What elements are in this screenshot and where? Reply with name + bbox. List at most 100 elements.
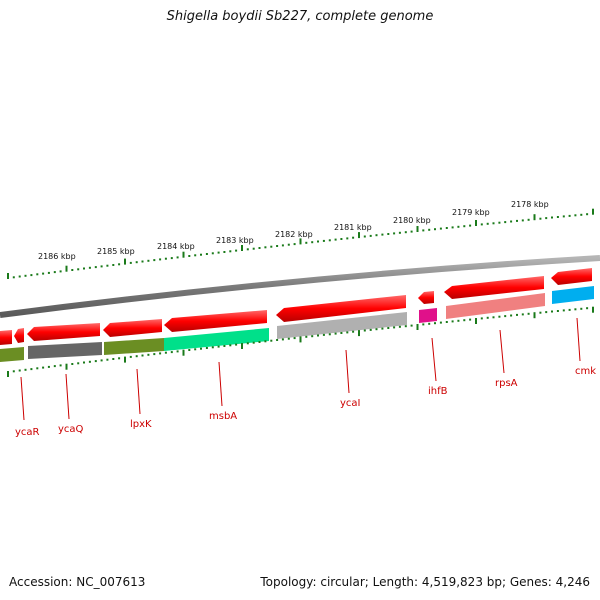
minor-tick <box>24 274 27 277</box>
gene-block-rpsA <box>446 293 545 319</box>
minor-tick <box>480 317 483 320</box>
minor-tick <box>545 311 548 314</box>
minor-tick <box>94 266 97 269</box>
gene-block-ihfB <box>419 308 437 323</box>
minor-tick <box>428 228 431 231</box>
minor-tick <box>574 308 577 311</box>
minor-tick <box>305 241 308 244</box>
minor-tick <box>322 239 325 242</box>
leader-line <box>431 337 437 382</box>
gene-block-cmk <box>552 286 594 304</box>
minor-tick <box>42 272 45 275</box>
minor-tick <box>287 337 290 340</box>
minor-tick <box>457 225 460 228</box>
minor-tick <box>445 321 448 323</box>
minor-tick <box>463 225 466 228</box>
genome-summary-text: Topology: circular; Length: 4,519,823 bp… <box>260 575 590 589</box>
minor-tick <box>59 364 62 367</box>
scale-label: 2178 kbp <box>511 200 549 209</box>
minor-tick <box>118 263 121 266</box>
minor-tick <box>36 367 39 370</box>
minor-tick <box>363 235 366 238</box>
gene-arrow <box>103 319 162 337</box>
minor-tick <box>445 227 448 229</box>
forward-strand-arrows <box>0 268 592 345</box>
minor-tick <box>153 353 156 356</box>
minor-tick <box>398 231 401 234</box>
major-tick <box>65 363 68 370</box>
minor-tick <box>83 361 85 364</box>
minor-tick <box>53 271 56 274</box>
major-tick <box>358 232 360 239</box>
minor-tick <box>176 256 179 259</box>
minor-tick <box>264 246 267 249</box>
minor-tick <box>223 345 226 347</box>
gene-block-lpxK <box>104 338 164 355</box>
minor-tick <box>118 357 121 360</box>
gene-label-msbA: msbA <box>209 411 237 422</box>
minor-tick <box>422 323 425 326</box>
minor-tick <box>404 231 407 234</box>
minor-tick <box>188 349 191 351</box>
minor-tick <box>410 230 413 233</box>
minor-tick <box>352 236 355 239</box>
major-tick <box>65 265 68 272</box>
minor-tick <box>200 253 202 256</box>
gene-arrow <box>444 276 544 299</box>
minor-tick <box>387 327 390 329</box>
accession-text: Accession: NC_007613 <box>9 575 146 589</box>
minor-tick <box>246 248 249 251</box>
minor-tick <box>521 219 524 222</box>
minor-tick <box>12 276 15 279</box>
minor-tick <box>574 214 577 217</box>
gene-label-ycaR: ycaR <box>15 427 40 438</box>
scale-label: 2186 kbp <box>38 252 76 261</box>
minor-tick <box>18 275 21 278</box>
minor-tick <box>469 318 472 321</box>
minor-tick <box>246 342 249 345</box>
minor-tick <box>375 328 378 331</box>
minor-tick <box>556 216 559 218</box>
gene-arrow <box>551 268 592 285</box>
minor-tick <box>586 213 589 216</box>
minor-tick <box>393 326 396 329</box>
minor-tick <box>36 273 39 276</box>
gene-label-cmk: cmk <box>575 366 596 377</box>
leader-line <box>576 317 581 362</box>
gene-arrow <box>14 328 24 343</box>
minor-tick <box>527 312 530 315</box>
gene-arrow <box>418 291 434 304</box>
minor-tick <box>106 264 109 267</box>
minor-tick <box>434 322 436 325</box>
gene-label-ycaQ: ycaQ <box>58 424 84 435</box>
gene-label-rpsA: rpsA <box>495 378 518 389</box>
gene-leader-lines <box>20 317 581 421</box>
minor-tick <box>469 224 472 227</box>
scale-labels: 2186 kbp 2185 kbp 2184 kbp 2183 kbp 2182… <box>38 200 549 261</box>
major-tick <box>241 245 243 251</box>
minor-tick <box>346 237 349 240</box>
minor-tick <box>568 214 571 217</box>
minor-tick <box>398 325 401 328</box>
minor-tick <box>258 341 261 343</box>
major-tick <box>241 343 243 349</box>
minor-tick <box>100 359 103 362</box>
minor-tick <box>551 310 553 313</box>
major-tick <box>533 312 536 319</box>
minor-tick <box>170 257 173 260</box>
minor-tick <box>77 268 80 271</box>
minor-tick <box>551 216 553 219</box>
scale-ruler <box>7 208 594 279</box>
leader-line <box>20 376 25 421</box>
minor-tick <box>352 330 355 333</box>
scale-label: 2180 kbp <box>393 216 431 225</box>
minor-tick <box>235 249 238 252</box>
minor-tick <box>252 341 255 344</box>
minor-tick <box>369 328 372 331</box>
minor-tick <box>258 247 261 249</box>
minor-tick <box>492 316 495 319</box>
minor-tick <box>159 352 162 355</box>
minor-tick <box>463 319 466 322</box>
minor-tick <box>30 274 33 277</box>
